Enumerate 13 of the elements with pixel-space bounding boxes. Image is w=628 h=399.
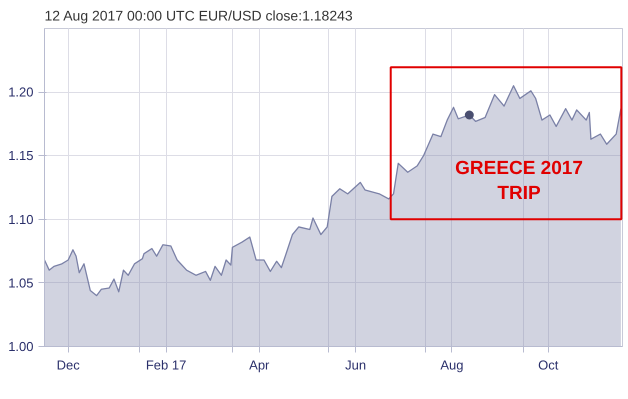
y-tick-label: 1.15 bbox=[8, 148, 34, 164]
x-tick-label: Oct bbox=[538, 358, 559, 372]
y-tick-label: 1.00 bbox=[8, 339, 34, 354]
y-tick-label: 1.05 bbox=[8, 275, 34, 290]
annotation: GREECE 2017 TRIP bbox=[455, 158, 583, 204]
x-tick-label: Apr bbox=[249, 358, 270, 372]
chart-title: 12 Aug 2017 00:00 UTC EUR/USD close:1.18243 bbox=[44, 8, 353, 24]
y-tick-label: 1.10 bbox=[8, 212, 34, 227]
x-tick-label: Jun bbox=[345, 358, 366, 372]
x-tick-label: Aug bbox=[440, 358, 464, 372]
y-tick-label: 1.20 bbox=[8, 84, 34, 100]
x-tick-label: Feb 17 bbox=[146, 358, 186, 372]
x-tick-label: Dec bbox=[56, 358, 80, 372]
